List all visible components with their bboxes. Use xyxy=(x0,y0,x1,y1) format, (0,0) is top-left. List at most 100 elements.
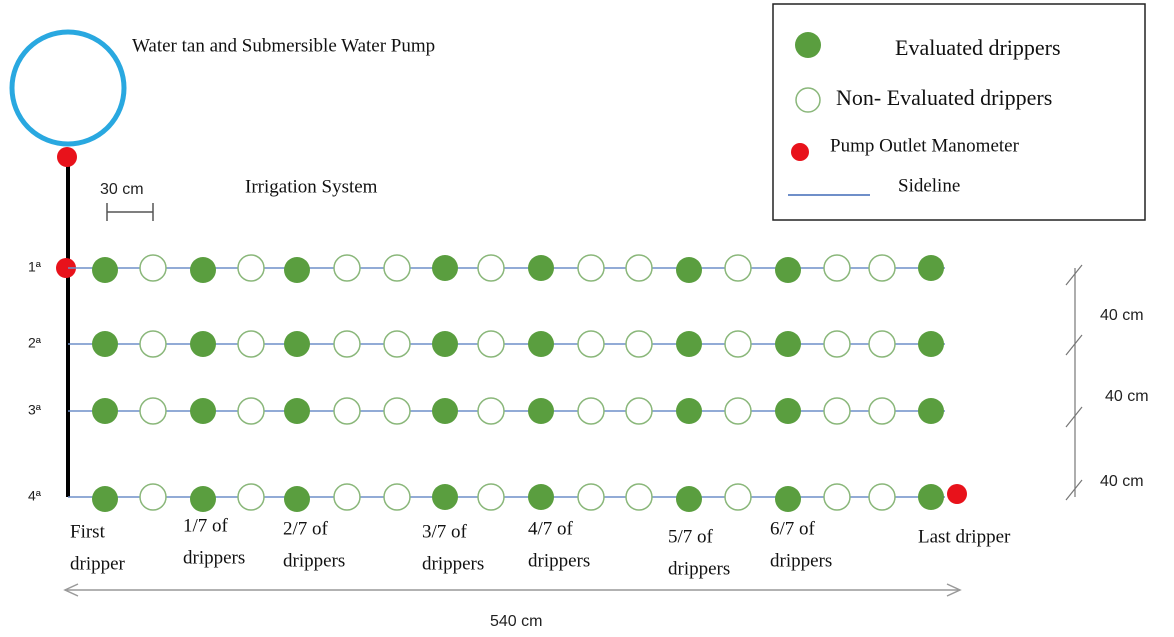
column-label: 5/7 of xyxy=(668,526,714,547)
legend-label: Non- Evaluated drippers xyxy=(836,85,1052,110)
non-evaluated-dripper xyxy=(333,397,361,425)
spacing-label: 30 cm xyxy=(100,181,144,198)
legend-label: Pump Outlet Manometer xyxy=(830,135,1020,156)
evaluated-dripper xyxy=(528,331,554,357)
non-evaluated-dripper xyxy=(625,330,653,358)
evaluated-dripper xyxy=(528,484,554,510)
evaluated-dripper xyxy=(918,398,944,424)
legend-manometer-icon xyxy=(791,143,809,161)
evaluated-dripper xyxy=(284,486,310,512)
row-label: 2ª xyxy=(28,335,42,351)
non-evaluated-dripper xyxy=(477,330,505,358)
evaluated-dripper xyxy=(284,257,310,283)
column-label: 2/7 of xyxy=(283,518,329,539)
evaluated-dripper xyxy=(190,486,216,512)
evaluated-dripper xyxy=(775,398,801,424)
non-evaluated-dripper xyxy=(237,483,265,511)
manometer xyxy=(56,258,76,278)
column-label: dripper xyxy=(70,553,126,574)
legend-evaluated-icon xyxy=(795,32,821,58)
non-evaluated-dripper xyxy=(139,483,167,511)
non-evaluated-dripper xyxy=(625,483,653,511)
evaluated-dripper xyxy=(432,255,458,281)
non-evaluated-dripper xyxy=(724,397,752,425)
row-spacing-label: 40 cm xyxy=(1100,307,1144,324)
non-evaluated-dripper xyxy=(333,254,361,282)
legend-non-evaluated-icon xyxy=(795,87,821,113)
non-evaluated-dripper xyxy=(868,254,896,282)
non-evaluated-dripper xyxy=(477,254,505,282)
non-evaluated-dripper xyxy=(724,254,752,282)
manometer xyxy=(947,484,967,504)
evaluated-dripper xyxy=(676,257,702,283)
evaluated-dripper xyxy=(528,255,554,281)
evaluated-dripper xyxy=(918,255,944,281)
non-evaluated-dripper xyxy=(868,397,896,425)
non-evaluated-dripper xyxy=(724,330,752,358)
non-evaluated-dripper xyxy=(823,397,851,425)
column-label: drippers xyxy=(422,553,484,574)
evaluated-dripper xyxy=(775,257,801,283)
evaluated-dripper xyxy=(918,484,944,510)
legend-label: Evaluated drippers xyxy=(895,35,1061,60)
column-label: drippers xyxy=(668,558,730,579)
evaluated-dripper xyxy=(676,486,702,512)
non-evaluated-dripper xyxy=(477,397,505,425)
evaluated-dripper xyxy=(92,486,118,512)
non-evaluated-dripper xyxy=(383,397,411,425)
non-evaluated-dripper xyxy=(237,254,265,282)
evaluated-dripper xyxy=(92,331,118,357)
system-label: Irrigation System xyxy=(245,176,378,197)
column-label: drippers xyxy=(183,547,245,568)
manometer xyxy=(57,147,77,167)
row-label: 1ª xyxy=(28,259,42,275)
non-evaluated-dripper xyxy=(625,397,653,425)
evaluated-dripper xyxy=(432,398,458,424)
non-evaluated-dripper xyxy=(333,330,361,358)
legend-box xyxy=(772,3,1146,221)
column-label: drippers xyxy=(528,550,590,571)
non-evaluated-dripper xyxy=(383,254,411,282)
row-label: 3ª xyxy=(28,402,42,418)
evaluated-dripper xyxy=(775,486,801,512)
non-evaluated-dripper xyxy=(577,397,605,425)
column-label: 3/7 of xyxy=(422,521,468,542)
evaluated-dripper xyxy=(432,331,458,357)
non-evaluated-dripper xyxy=(577,330,605,358)
non-evaluated-dripper xyxy=(139,254,167,282)
non-evaluated-dripper xyxy=(237,330,265,358)
non-evaluated-dripper xyxy=(139,397,167,425)
spacing-bracket xyxy=(106,203,154,221)
non-evaluated-dripper xyxy=(724,483,752,511)
row-dimension xyxy=(1065,264,1083,501)
non-evaluated-dripper xyxy=(333,483,361,511)
evaluated-dripper xyxy=(284,331,310,357)
evaluated-dripper xyxy=(918,331,944,357)
row-label: 4ª xyxy=(28,488,42,504)
evaluated-dripper xyxy=(676,398,702,424)
non-evaluated-dripper xyxy=(383,483,411,511)
row-spacing-label: 40 cm xyxy=(1100,473,1144,490)
evaluated-dripper xyxy=(432,484,458,510)
evaluated-dripper xyxy=(190,331,216,357)
column-label: First xyxy=(70,521,106,542)
evaluated-dripper xyxy=(190,398,216,424)
evaluated-dripper xyxy=(528,398,554,424)
evaluated-dripper xyxy=(92,257,118,283)
title: Water tan and Submersible Water Pump xyxy=(132,35,435,56)
column-label: 4/7 of xyxy=(528,518,574,539)
column-label: 1/7 of xyxy=(183,515,229,536)
non-evaluated-dripper xyxy=(868,330,896,358)
evaluated-dripper xyxy=(775,331,801,357)
column-label: 6/7 of xyxy=(770,518,816,539)
evaluated-dripper xyxy=(190,257,216,283)
non-evaluated-dripper xyxy=(577,483,605,511)
column-label: Last dripper xyxy=(918,526,1011,547)
column-label: drippers xyxy=(770,550,832,571)
row-spacing-label: 40 cm xyxy=(1105,388,1149,405)
water-tank xyxy=(9,29,127,147)
evaluated-dripper xyxy=(676,331,702,357)
evaluated-dripper xyxy=(284,398,310,424)
length-label: 540 cm xyxy=(490,613,542,630)
